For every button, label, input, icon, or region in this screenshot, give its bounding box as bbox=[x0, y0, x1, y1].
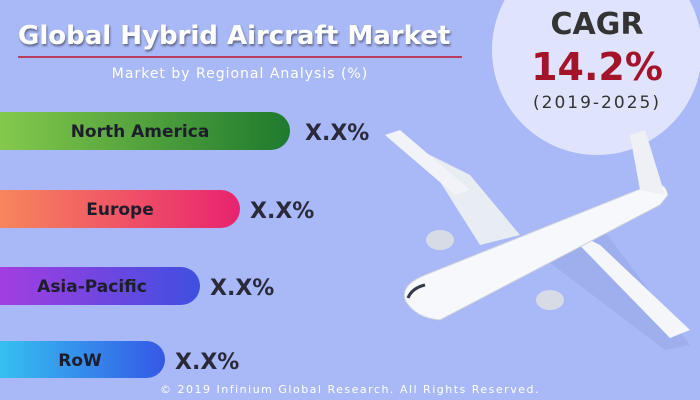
region-name: North America bbox=[71, 122, 210, 142]
cagr-circle bbox=[492, 0, 700, 155]
airplane bbox=[385, 130, 690, 350]
region-bar bbox=[0, 341, 165, 378]
cagr-period: (2019-2025) bbox=[533, 93, 661, 113]
region-value: X.X% bbox=[175, 350, 239, 375]
region-bar bbox=[0, 112, 290, 150]
cagr-label: CAGR bbox=[551, 7, 644, 42]
title: Global Hybrid Aircraft Market bbox=[18, 21, 450, 51]
region-bar bbox=[0, 267, 200, 305]
subtitle: Market by Regional Analysis (%) bbox=[112, 66, 368, 82]
region-value: X.X% bbox=[305, 121, 369, 146]
region-name: RoW bbox=[58, 351, 102, 371]
region-bar bbox=[0, 190, 240, 228]
footer: © 2019 Infinium Global Research. All Rig… bbox=[160, 383, 540, 396]
region-name: Asia-Pacific bbox=[37, 277, 147, 297]
cagr-value: 14.2% bbox=[531, 45, 663, 89]
region-value: X.X% bbox=[210, 276, 274, 301]
region-name: Europe bbox=[86, 200, 153, 220]
region-value: X.X% bbox=[250, 199, 314, 224]
